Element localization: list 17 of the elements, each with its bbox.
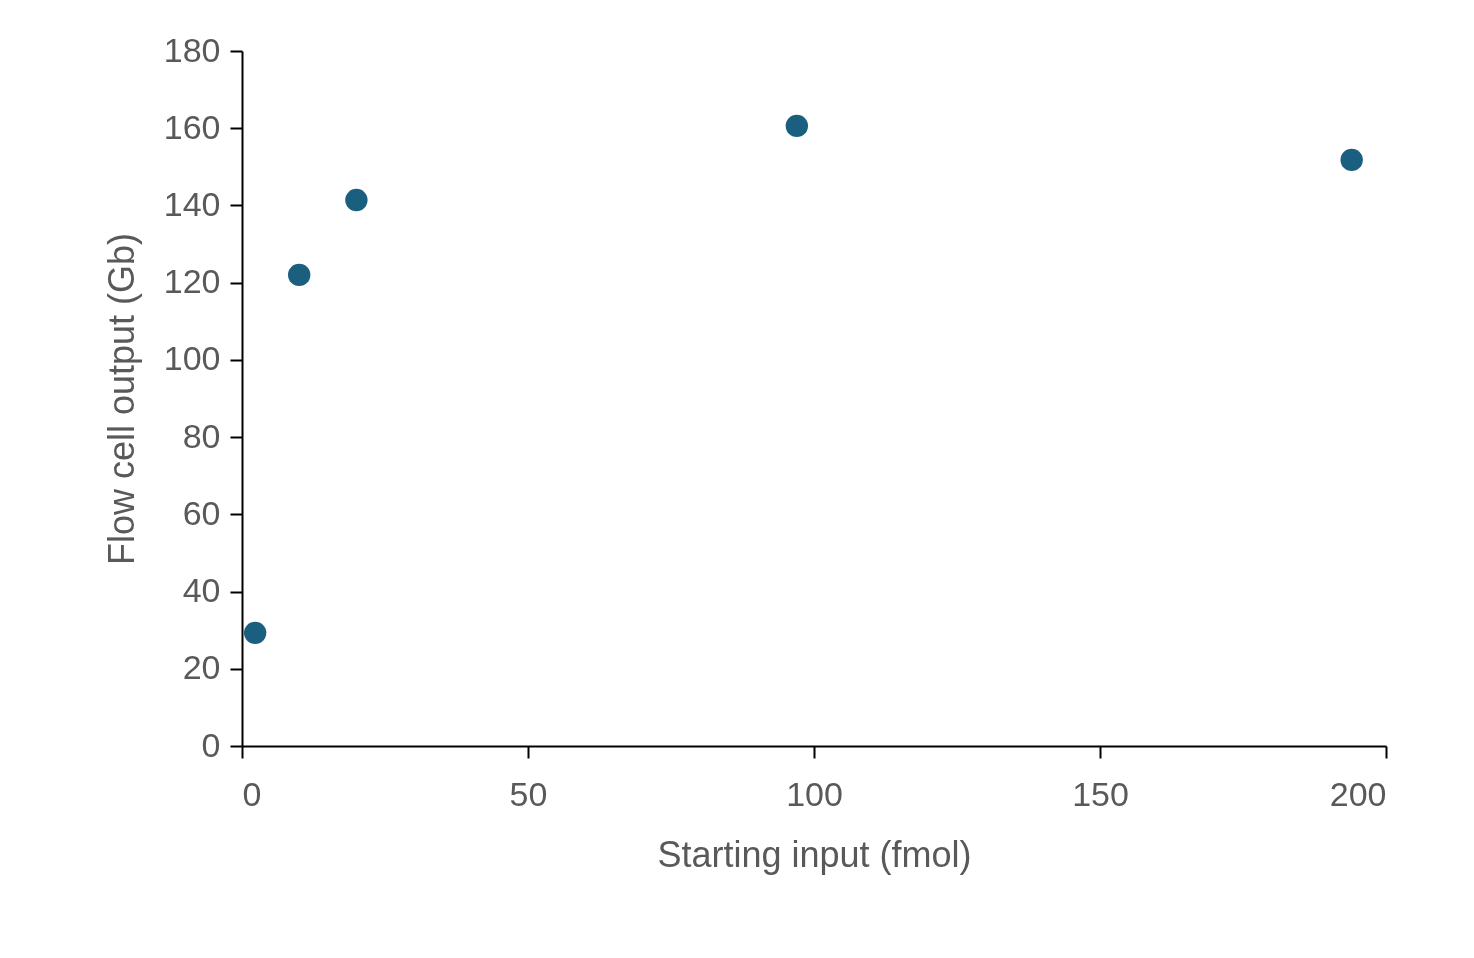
y-axis-title: Flow cell output (Gb) [100, 232, 142, 566]
y-tick-label: 140 [163, 184, 221, 223]
x-tick-label: 50 [509, 774, 548, 813]
x-tick-label: 200 [1329, 774, 1387, 813]
y-tick-label: 120 [163, 262, 221, 301]
y-tick-label: 0 [201, 725, 221, 764]
y-tick-label: 20 [182, 648, 221, 687]
y-tick-label: 40 [182, 571, 221, 610]
y-tick-label: 160 [163, 107, 221, 146]
y-tick-label: 60 [182, 493, 221, 532]
x-tick-label: 0 [242, 774, 262, 813]
x-tick-label: 150 [1072, 774, 1129, 813]
y-tick-label: 180 [163, 30, 221, 69]
x-tick-label: 100 [786, 774, 843, 813]
y-tick-label: 100 [163, 339, 221, 378]
x-axis-title: Starting input (fmol) [657, 833, 972, 875]
y-tick-label: 80 [182, 416, 221, 455]
